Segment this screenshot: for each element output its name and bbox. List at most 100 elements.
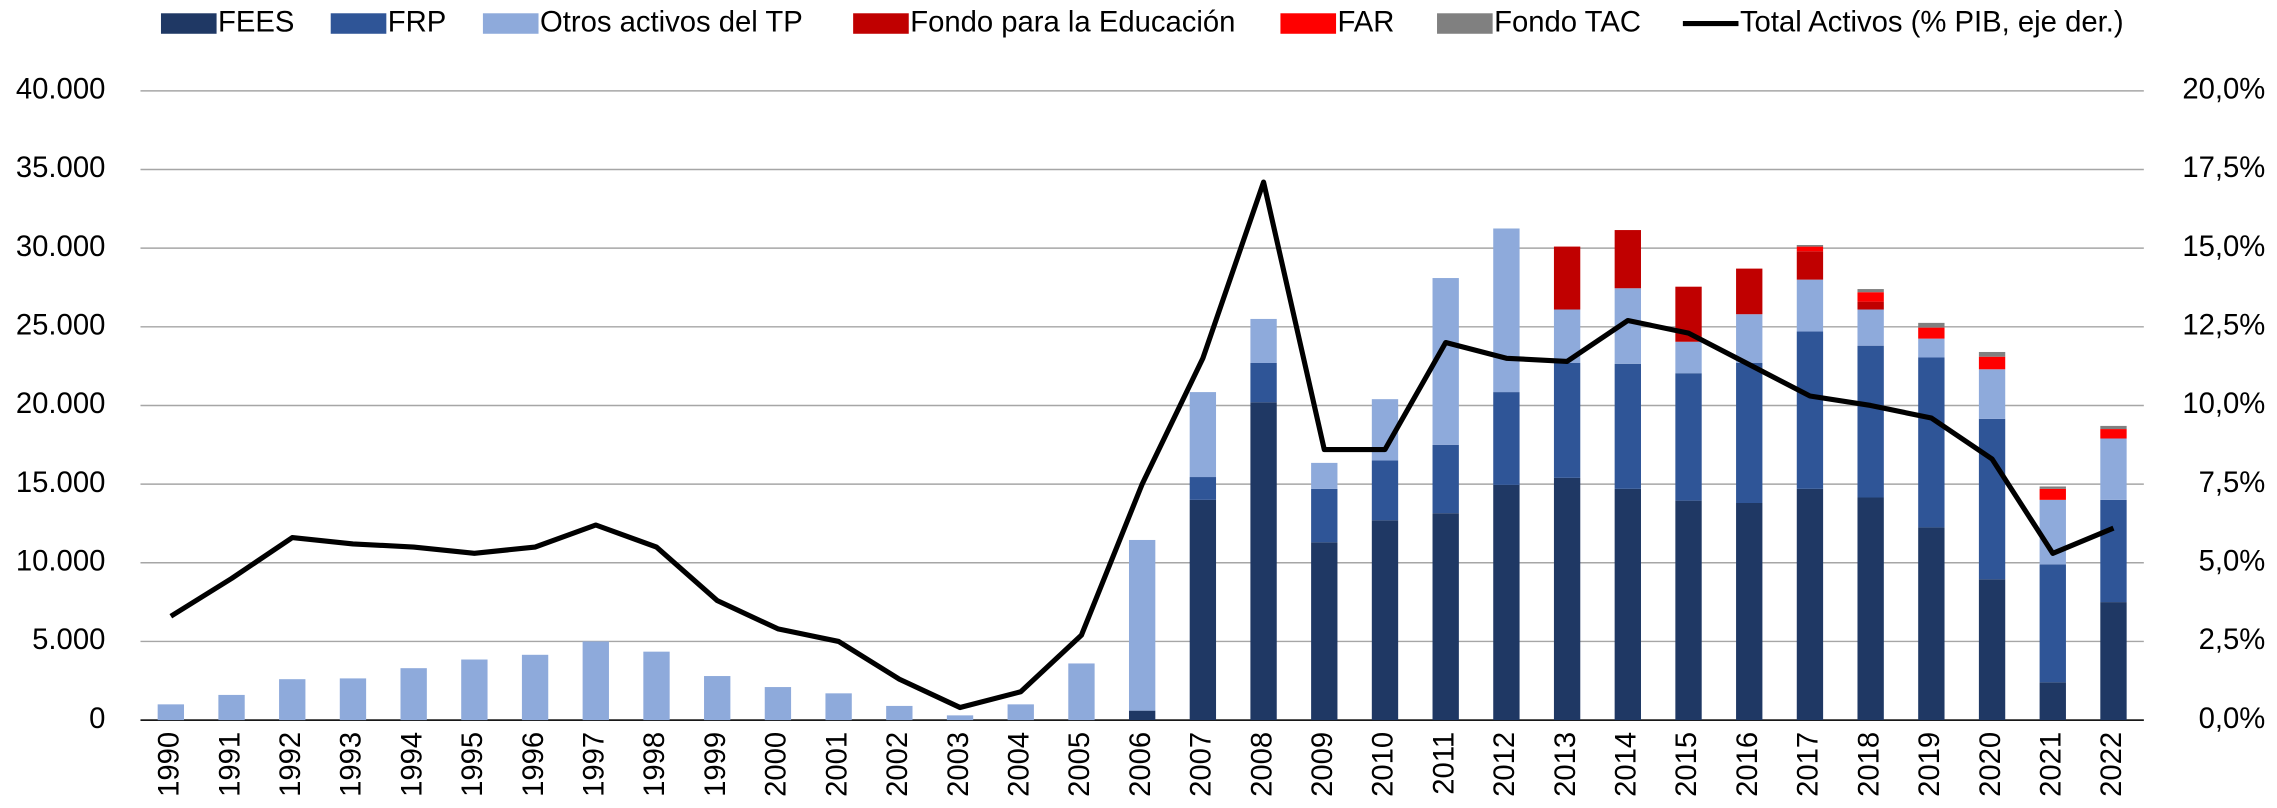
bar-segment [1796,251,1824,280]
bar-segment [1553,362,1581,478]
bar-segment [582,641,609,721]
x-tick-label: 2016 [1732,732,1764,797]
bar-segment [2100,425,2127,430]
bar-segment [1978,351,2006,357]
bar-segment [2100,499,2127,603]
bar-segment [1189,499,1217,721]
bar-segment [1796,331,1824,489]
bar-segment [1978,579,2006,721]
x-tick-label: 2018 [1853,732,1885,797]
bar-segment [339,678,367,721]
bar-segment [1857,497,1884,721]
bar-segment [1857,292,1884,302]
x-tick-label: 1990 [154,732,186,797]
x-tick-label: 2021 [2036,732,2068,797]
bar-segment [1918,327,1945,339]
bar-segment [1736,314,1763,363]
y-tick-label: 20.000 [16,388,105,420]
bar-segment [1614,363,1641,489]
x-tick-label: 2009 [1307,732,1339,797]
legend-label: Otros activos del TP [540,6,803,38]
bar-segment [521,654,549,721]
x-tick-label: 2002 [882,732,914,797]
bar-segment [1250,318,1277,363]
bar-segment [1918,338,1945,358]
x-tick-label: 2014 [1611,732,1643,797]
bar-segment [1250,402,1277,721]
x-tick-label: 2013 [1550,732,1582,797]
x-tick-label: 2020 [1975,732,2007,797]
bar-segment [1250,362,1277,403]
y-tick-label: 35.000 [16,152,105,184]
bar-segment [1978,418,2006,580]
legend-swatch [1280,13,1337,34]
bar-segment [2039,564,2066,683]
x-tick-label: 1993 [336,732,368,797]
x-tick-label: 2022 [2096,732,2128,797]
legend-label: FAR [1338,6,1395,38]
bar-segment [1128,710,1156,721]
x-tick-label: 1991 [214,732,246,797]
legend-swatch [482,13,539,34]
bar-segment [946,715,974,721]
bar-segment [1553,246,1581,310]
bar-segment [1553,477,1581,721]
bar-segment [1311,542,1338,721]
bar-segment [1857,289,1884,293]
x-tick-label: 1995 [457,732,489,797]
bar-segment [1857,345,1884,498]
bar-segment [1736,362,1763,503]
y2-tick-label: 15,0% [2182,231,2265,263]
x-tick-label: 1999 [700,732,732,797]
y2-tick-label: 2,5% [2199,624,2266,656]
bar-segment [1857,309,1884,346]
bar-segment [1007,704,1034,721]
y2-tick-label: 17,5% [2182,152,2265,184]
bar-segment [157,704,185,721]
bar-segment [886,705,913,721]
bar-segment [1189,477,1217,500]
x-tick-label: 2000 [761,732,793,797]
y-tick-label: 25.000 [16,310,105,342]
bar-segment [2039,486,2066,489]
bar-segment [1978,369,2006,419]
y2-tick-label: 12,5% [2182,310,2265,342]
x-tick-label: 2015 [1671,732,1703,797]
y2-tick-label: 0,0% [2199,703,2266,735]
legend-label: Total Activos (% PIB, eje der.) [1740,6,2124,38]
legend-label: FEES [218,6,294,38]
bar-segment [461,659,488,721]
y-tick-label: 30.000 [16,231,105,263]
bar-segment [1918,527,1945,721]
y2-tick-label: 7,5% [2199,467,2266,499]
bar-segment [1978,356,2006,370]
bar-segment [1493,392,1520,485]
bar-segment [1736,268,1763,315]
bar-segment [764,687,792,721]
bar-segment [1857,301,1884,310]
bar-segment [2039,682,2066,721]
x-tick-label: 2010 [1368,732,1400,797]
x-tick-label: 1996 [518,732,550,797]
bar-segment [1432,513,1459,721]
bar-segment [1796,279,1824,332]
x-tick-label: 1997 [579,732,611,797]
x-tick-label: 2011 [1428,732,1460,795]
x-tick-label: 1992 [275,732,307,797]
legend-swatch [330,13,387,34]
bar-segment [1493,484,1520,721]
x-tick-label: 2005 [1064,732,1096,797]
legend-label: FRP [388,6,447,38]
x-tick-label: 2017 [1793,732,1825,797]
bar-segment [1675,500,1702,721]
bar-segment [1614,488,1641,721]
y-tick-label: 40.000 [16,74,105,106]
line-series [169,179,2115,711]
x-tick-label: 2012 [1489,732,1521,797]
legend-swatch [160,13,217,34]
x-tick-label: 2008 [1246,732,1278,797]
y-tick-label: 15.000 [16,467,105,499]
x-tick-label: 2006 [1125,732,1157,797]
x-tick-label: 1998 [639,732,671,797]
